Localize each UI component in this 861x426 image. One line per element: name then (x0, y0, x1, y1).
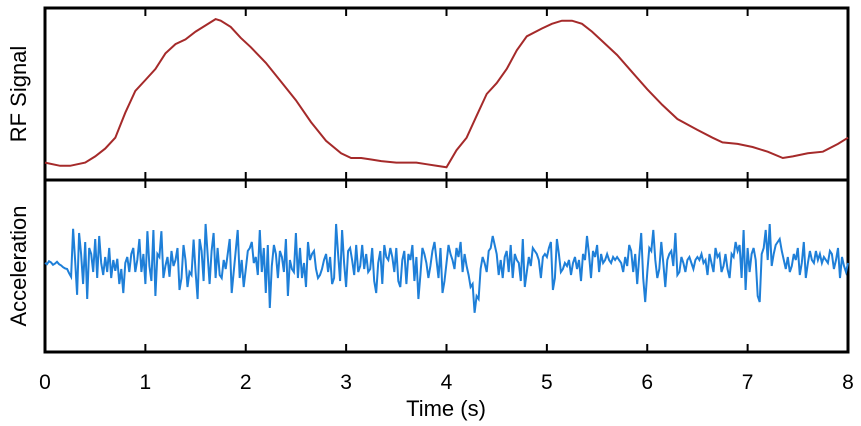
x-tick-label: 6 (641, 371, 653, 394)
x-tick-label: 3 (340, 371, 352, 394)
acceleration-panel: Acceleration (6, 178, 850, 354)
x-tick-label: 8 (842, 371, 854, 394)
x-tick-label: 2 (240, 371, 252, 394)
rf-signal-panel: RF Signal (6, 6, 850, 182)
x-tick-label: 4 (441, 371, 453, 394)
acceleration-line (44, 223, 849, 313)
x-axis-label: Time (s) (406, 396, 486, 421)
rf-signal-line (44, 18, 849, 169)
rf-signal-ylabel: RF Signal (6, 46, 31, 143)
acceleration-ylabel: Acceleration (6, 205, 31, 326)
x-tick-label: 0 (39, 371, 51, 394)
rf-signal-plot-frame (43, 6, 850, 182)
x-tick-label: 1 (140, 371, 152, 394)
acceleration-ticks (144, 180, 749, 352)
x-tick-label: 7 (742, 371, 754, 394)
x-tick-labels: 0 1 2 3 4 5 6 7 8 (39, 371, 854, 394)
x-tick-label: 5 (541, 371, 553, 394)
